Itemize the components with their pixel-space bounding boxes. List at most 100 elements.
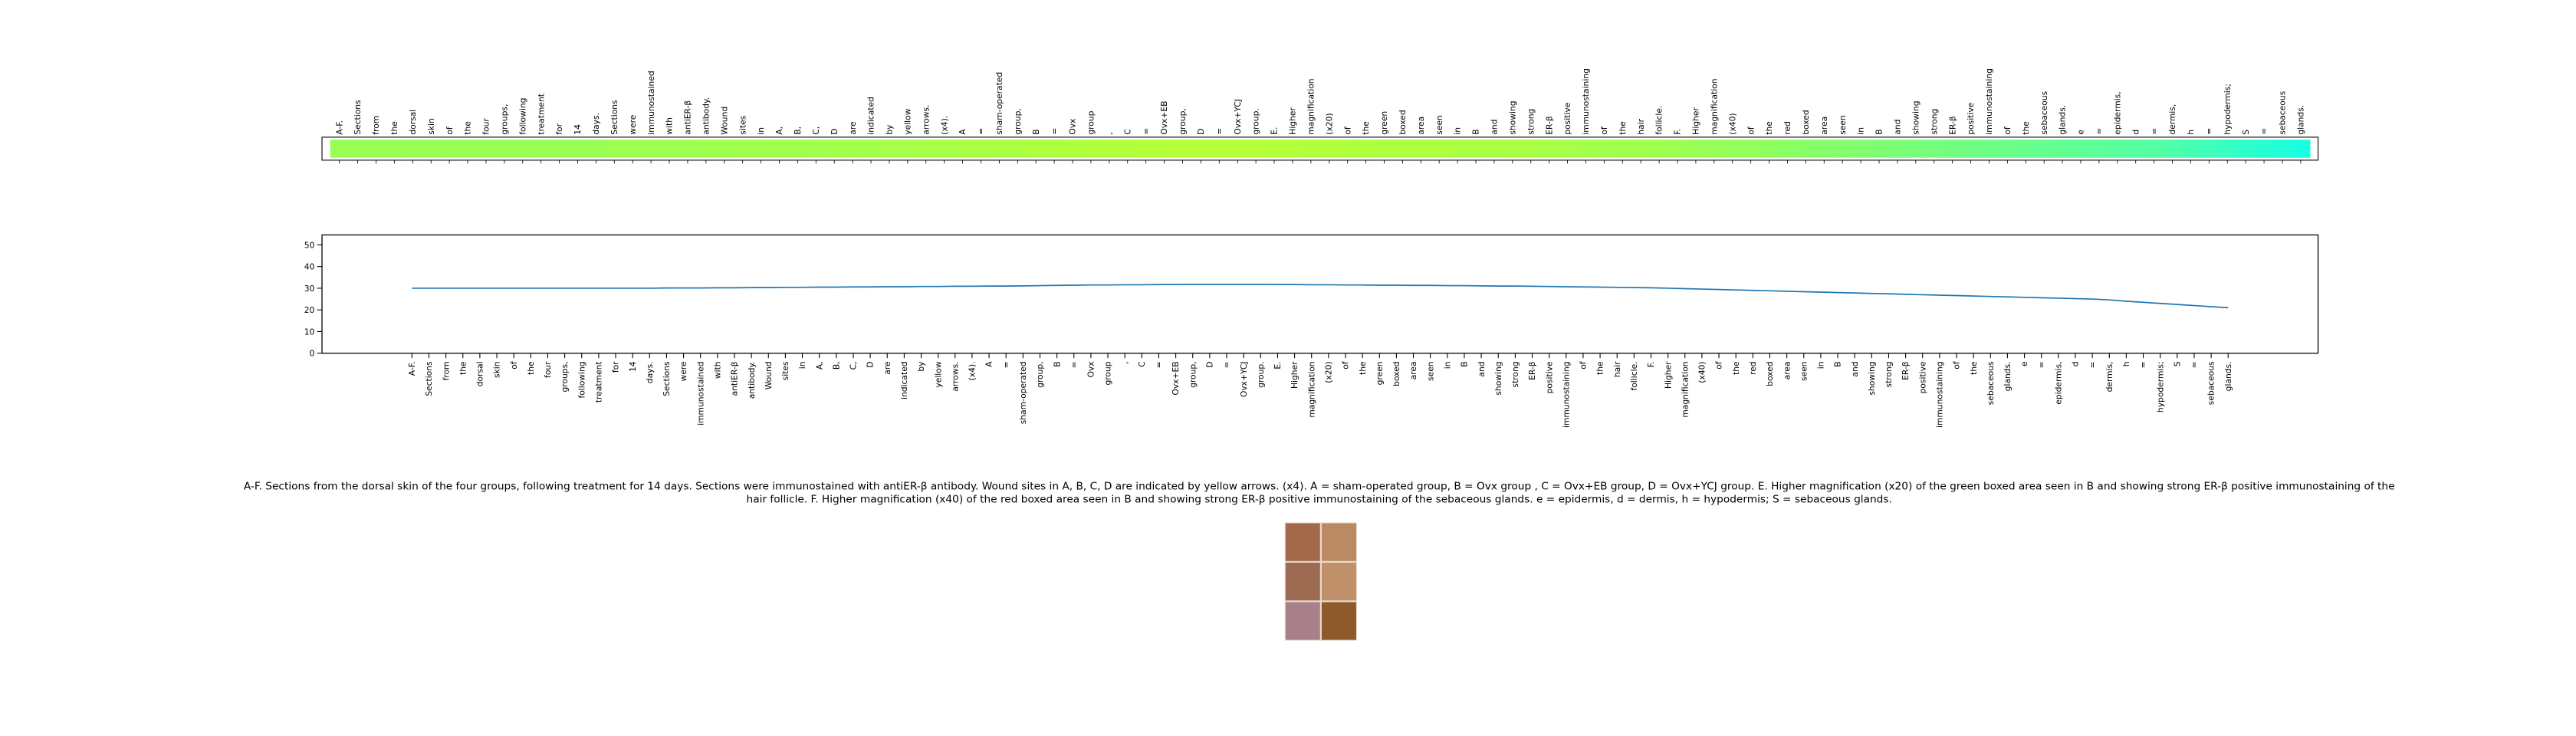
panel (1321, 562, 1356, 601)
strip-label: h (2186, 130, 2196, 135)
x-tick-label: immunostaining (1935, 361, 1945, 428)
x-tick-label: = (1222, 361, 1232, 368)
strip-label: magnification (1709, 78, 1719, 134)
strip-cell (1118, 140, 1138, 158)
strip-label: boxed (1398, 110, 1408, 134)
strip-label: = (976, 128, 986, 135)
strip-label: B (1471, 129, 1481, 134)
x-tick-label: e (2019, 361, 2029, 366)
strip-label: C (1122, 129, 1132, 134)
strip-label: and (1490, 120, 1500, 135)
x-tick-label: = (2088, 361, 2098, 368)
strip-cell (1870, 140, 1889, 158)
strip-cell (1704, 140, 1724, 158)
strip-label: = (2149, 128, 2159, 135)
strip-label: D (830, 128, 840, 134)
strip-label: A, (774, 127, 784, 135)
x-tick-label: D (1205, 361, 1215, 367)
x-tick-label: were (678, 361, 688, 382)
strip-cell (1356, 140, 1376, 158)
x-tick-label: follicle. (1629, 361, 1639, 390)
strip-cell (1815, 140, 1834, 158)
strip-cell (1521, 140, 1541, 158)
strip-cell (586, 140, 606, 158)
x-tick-label: dermis, (2104, 361, 2114, 392)
strip-cell (862, 140, 881, 158)
strip-label: immunostained (646, 71, 656, 134)
x-tick-label: = (2138, 361, 2148, 368)
x-tick-label: F. (1646, 361, 1656, 367)
x-tick-label: the (1358, 361, 1368, 375)
strip-cell (678, 140, 698, 158)
x-tick-label: for (611, 361, 621, 373)
strip-cell (1723, 140, 1743, 158)
strip-label: positive (1966, 102, 1976, 134)
strip-label: of (1599, 127, 1609, 135)
x-tick-label: C, (849, 361, 859, 370)
strip-label: (x4). (939, 116, 949, 135)
strip-cell (1301, 140, 1321, 158)
strip-cell (1448, 140, 1467, 158)
x-tick-label: groups, (560, 361, 570, 392)
strip-label: treatment (536, 94, 546, 135)
strip-label: of (1342, 127, 1352, 135)
strip-label: seen (1434, 115, 1444, 135)
x-tick-label: B, (831, 361, 841, 370)
x-tick-label: Wound (764, 361, 774, 389)
x-tick-label: = (1001, 361, 1011, 368)
strip-cell (715, 140, 734, 158)
strip-label: indicated (866, 97, 876, 135)
strip-cell (2200, 140, 2219, 158)
y-tick-label: 0 (310, 349, 315, 359)
x-tick-label: red (1748, 361, 1758, 375)
strip-cell (971, 140, 991, 158)
strip-cell (1265, 140, 1284, 158)
strip-cell (330, 140, 350, 158)
strip-cell (1063, 140, 1083, 158)
strip-cell (1906, 140, 1926, 158)
strip-cell (2108, 140, 2128, 158)
strip-cell (550, 140, 570, 158)
x-tick-label: Sections (424, 361, 434, 396)
x-tick-label: the (526, 361, 536, 375)
strip-label: hypodermis; (2223, 84, 2233, 135)
strip-label: antiER-β (683, 100, 693, 135)
strip-label: Ovx+EB (1159, 101, 1169, 135)
x-tick-label: glands. (2003, 361, 2013, 391)
strip-label: e (2076, 130, 2086, 135)
strip-label: area (1819, 117, 1829, 135)
strip-cell (1961, 140, 1981, 158)
y-tick-label: 40 (304, 262, 315, 272)
x-tick-label: (x4). (968, 361, 978, 380)
x-tick-label: Higher (1663, 361, 1673, 389)
strip-cell (1393, 140, 1412, 158)
strip-cell (1045, 140, 1064, 158)
x-tick-label: group, (1035, 361, 1045, 388)
x-tick-label: area (1408, 361, 1418, 380)
strip-label: of (2003, 127, 2013, 135)
strip-label: Sections (353, 100, 363, 135)
strip-cell (1155, 140, 1175, 158)
strip-cell (807, 140, 826, 158)
y-tick-label: 30 (304, 284, 315, 294)
line-series (412, 284, 2229, 309)
x-tick-label: S (2172, 361, 2182, 366)
strip-cell (788, 140, 807, 158)
x-tick-label: the (1595, 361, 1605, 375)
strip-label: area (1416, 117, 1426, 135)
strip-label: immunostaining (1581, 68, 1591, 135)
strip-label: , (1104, 132, 1114, 134)
strip-label: strong (1929, 109, 1939, 135)
strip-label: glands. (2058, 105, 2068, 135)
strip-cell (898, 140, 918, 158)
strip-label: of (1746, 127, 1756, 135)
strip-cell (1595, 140, 1614, 158)
strip-label: skin (426, 118, 436, 135)
x-tick-label: positive (1917, 361, 1927, 393)
strip-cell (916, 140, 936, 158)
strip-label: = (2204, 128, 2214, 135)
strip-label: immunostaining (1984, 68, 1994, 135)
x-tick-label: antiER-β (730, 361, 740, 396)
strip-cell (1650, 140, 1669, 158)
